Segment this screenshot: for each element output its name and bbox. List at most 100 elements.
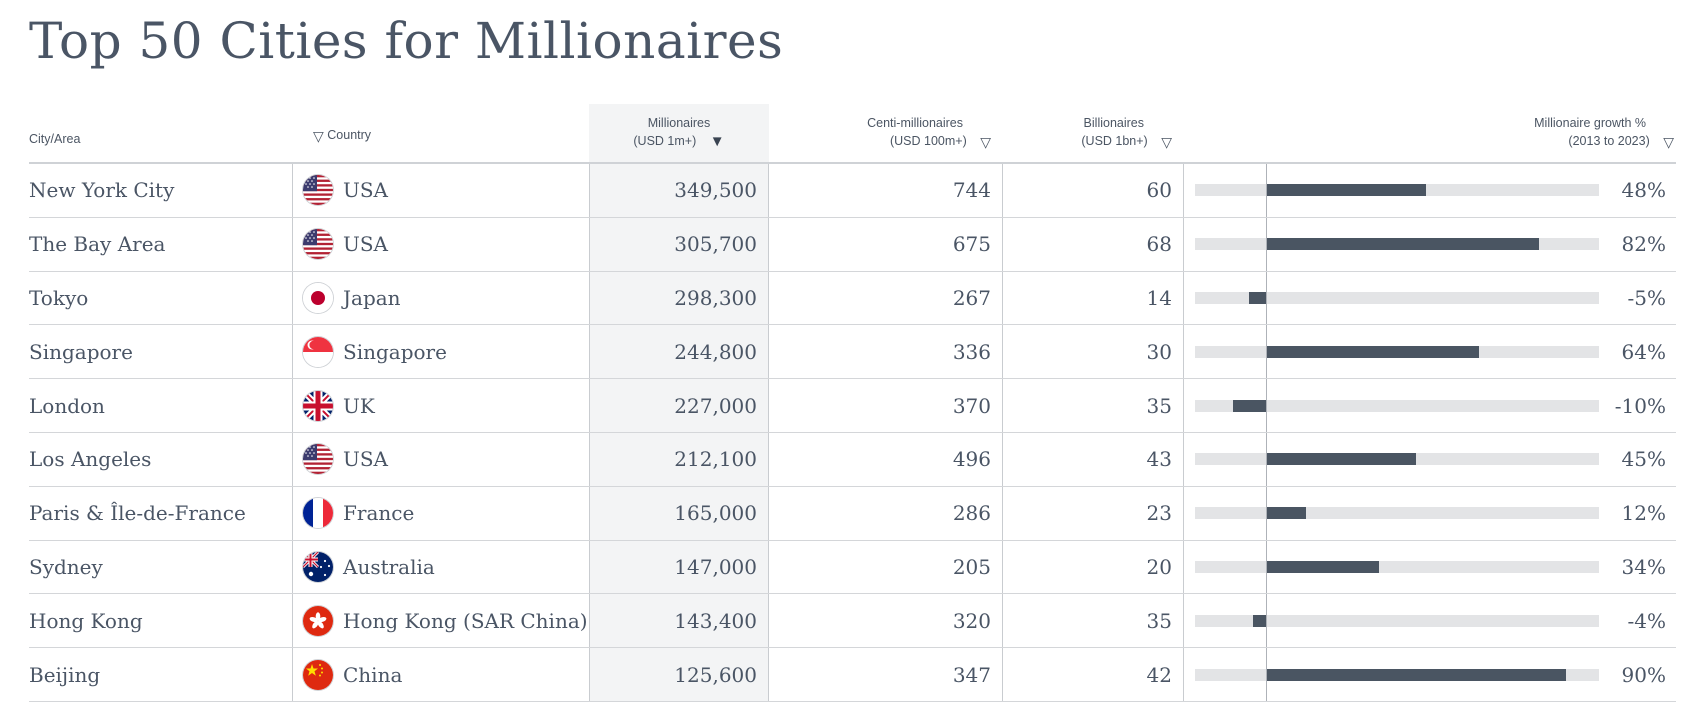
sort-filter-icon[interactable]: ▽ [1161, 133, 1172, 150]
millionaires-value: 227,000 [589, 379, 769, 432]
growth-bar-fill [1266, 345, 1480, 358]
country-cell: China [292, 648, 588, 701]
table-row[interactable]: Paris & Île-de-France France 165,000 286 23 1… [29, 486, 1676, 541]
column-header-centi-label: Centi-millionaires [867, 116, 963, 130]
table-row[interactable]: New York City USA 349,500 744 60 48% [29, 164, 1676, 218]
centi-millionaires-value: 675 [770, 217, 1003, 271]
table-row[interactable]: The Bay Area USA 305,700 675 68 82% [29, 217, 1676, 272]
growth-bar-track [1195, 507, 1599, 520]
column-header-billionaires[interactable]: Billionaires (USD 1bn+) ▽ [1004, 114, 1184, 151]
growth-bar-fill [1252, 614, 1266, 627]
growth-percent: 82% [1621, 232, 1666, 257]
growth-percent: -10% [1614, 393, 1666, 418]
country-cell: USA [292, 164, 588, 217]
growth-zero-line [1266, 271, 1267, 325]
column-header-country[interactable]: ▽ Country [313, 126, 371, 145]
centi-millionaires-value: 286 [770, 486, 1003, 540]
growth-percent: 90% [1621, 662, 1666, 687]
growth-bar-track [1195, 291, 1599, 304]
city-name: Paris & Île-de-France [29, 501, 246, 526]
country-name: Japan [343, 285, 401, 310]
column-header-millionaire-growth[interactable]: Millionaire growth % (2013 to 2023) ▽ [1369, 114, 1676, 151]
centi-millionaires-value: 744 [770, 164, 1003, 217]
billionaires-value: 20 [1004, 540, 1184, 594]
country-name: USA [343, 447, 388, 472]
sort-filter-icon[interactable]: ▽ [980, 133, 991, 150]
growth-zero-line [1266, 486, 1267, 540]
centi-millionaires-value: 347 [770, 648, 1003, 701]
country-name: Hong Kong (SAR China) [343, 608, 588, 633]
column-header-millionaires-label: Millionaires [647, 116, 711, 130]
city-name: Hong Kong [29, 608, 143, 633]
millionaires-value: 298,300 [589, 271, 769, 325]
growth-bar [1195, 217, 1599, 271]
table-row[interactable]: London UK 227,000 370 35 -10% [29, 379, 1676, 433]
centi-millionaires-value: 336 [770, 325, 1003, 379]
growth-bar-fill [1232, 399, 1266, 412]
city-name: Los Angeles [29, 447, 152, 472]
australia-flag-icon [303, 551, 333, 582]
growth-bar-fill [1266, 238, 1540, 251]
country-name: France [343, 501, 415, 526]
country-cell: UK [292, 379, 588, 432]
billionaires-value: 35 [1004, 594, 1184, 648]
billionaires-value: 42 [1004, 648, 1184, 701]
table-body: New York City USA 349,500 744 60 48% The Bay A… [29, 164, 1676, 702]
table-row[interactable]: Los Angeles USA 212,100 496 43 45% [29, 432, 1676, 487]
column-header-millionaires[interactable]: Millionaires (USD 1m+) ▼ [589, 114, 769, 151]
millionaires-value: 305,700 [589, 217, 769, 271]
growth-bar [1195, 594, 1599, 648]
country-name: Australia [343, 554, 435, 579]
millionaires-value: 212,100 [589, 432, 769, 486]
table-row[interactable]: Singapore Singapore 244,800 336 30 64% [29, 325, 1676, 380]
growth-bar-track [1195, 560, 1599, 573]
country-cell: Hong Kong (SAR China) [292, 594, 588, 648]
sort-filter-icon[interactable]: ▽ [1663, 133, 1674, 150]
growth-zero-line [1266, 217, 1267, 271]
country-name: Singapore [343, 339, 447, 364]
column-header-city-label: City/Area [29, 132, 81, 146]
growth-bar [1195, 432, 1599, 486]
column-header-millionaires-sublabel: (USD 1m+) [633, 134, 697, 148]
centi-millionaires-value: 205 [770, 540, 1003, 594]
millionaires-value: 244,800 [589, 325, 769, 379]
column-header-centi-millionaires[interactable]: Centi-millionaires (USD 100m+) ▽ [770, 114, 1003, 151]
column-header-city[interactable]: City/Area [29, 130, 80, 148]
city-name: New York City [29, 178, 175, 203]
sort-filter-icon[interactable]: ▽ [313, 127, 324, 144]
growth-bar-fill [1266, 668, 1566, 681]
table-header: City/Area ▽ Country Millionaires (USD 1m… [29, 104, 1676, 164]
growth-bar [1195, 379, 1599, 432]
millionaires-value: 165,000 [589, 486, 769, 540]
column-header-growth-sublabel: (2013 to 2023) [1568, 134, 1650, 148]
growth-percent: 45% [1621, 447, 1666, 472]
uk-flag-icon [303, 390, 333, 421]
growth-bar-fill [1266, 560, 1380, 573]
growth-percent: 48% [1621, 178, 1666, 203]
column-header-growth-label: Millionaire growth % [1534, 116, 1646, 130]
centi-millionaires-value: 267 [770, 271, 1003, 325]
table-row[interactable]: Tokyo Japan 298,300 267 14 -5% [29, 271, 1676, 326]
billionaires-value: 68 [1004, 217, 1184, 271]
sort-descending-icon[interactable]: ▼ [709, 132, 725, 150]
growth-bar-fill [1249, 291, 1266, 304]
centi-millionaires-value: 370 [770, 379, 1003, 432]
usa-flag-icon [303, 229, 333, 260]
growth-bar-fill [1266, 453, 1416, 466]
growth-bar [1195, 325, 1599, 379]
france-flag-icon [303, 498, 333, 529]
growth-percent: 12% [1621, 501, 1666, 526]
growth-bar-track [1195, 614, 1599, 627]
city-name: Singapore [29, 339, 133, 364]
growth-zero-line [1266, 540, 1267, 594]
usa-flag-icon [303, 444, 333, 475]
city-name: Tokyo [29, 285, 89, 310]
table-row[interactable]: Sydney Australia 147,000 205 20 34% [29, 540, 1676, 595]
growth-bar [1195, 486, 1599, 540]
column-header-billionaires-label: Billionaires [1083, 116, 1144, 130]
table-row[interactable]: Hong Kong Hong Kong (SAR China) 143,400 320… [29, 594, 1676, 649]
growth-zero-line [1266, 325, 1267, 379]
growth-bar [1195, 648, 1599, 701]
billionaires-value: 60 [1004, 164, 1184, 217]
table-row[interactable]: Beijing China 125,600 347 42 90% [29, 648, 1676, 702]
